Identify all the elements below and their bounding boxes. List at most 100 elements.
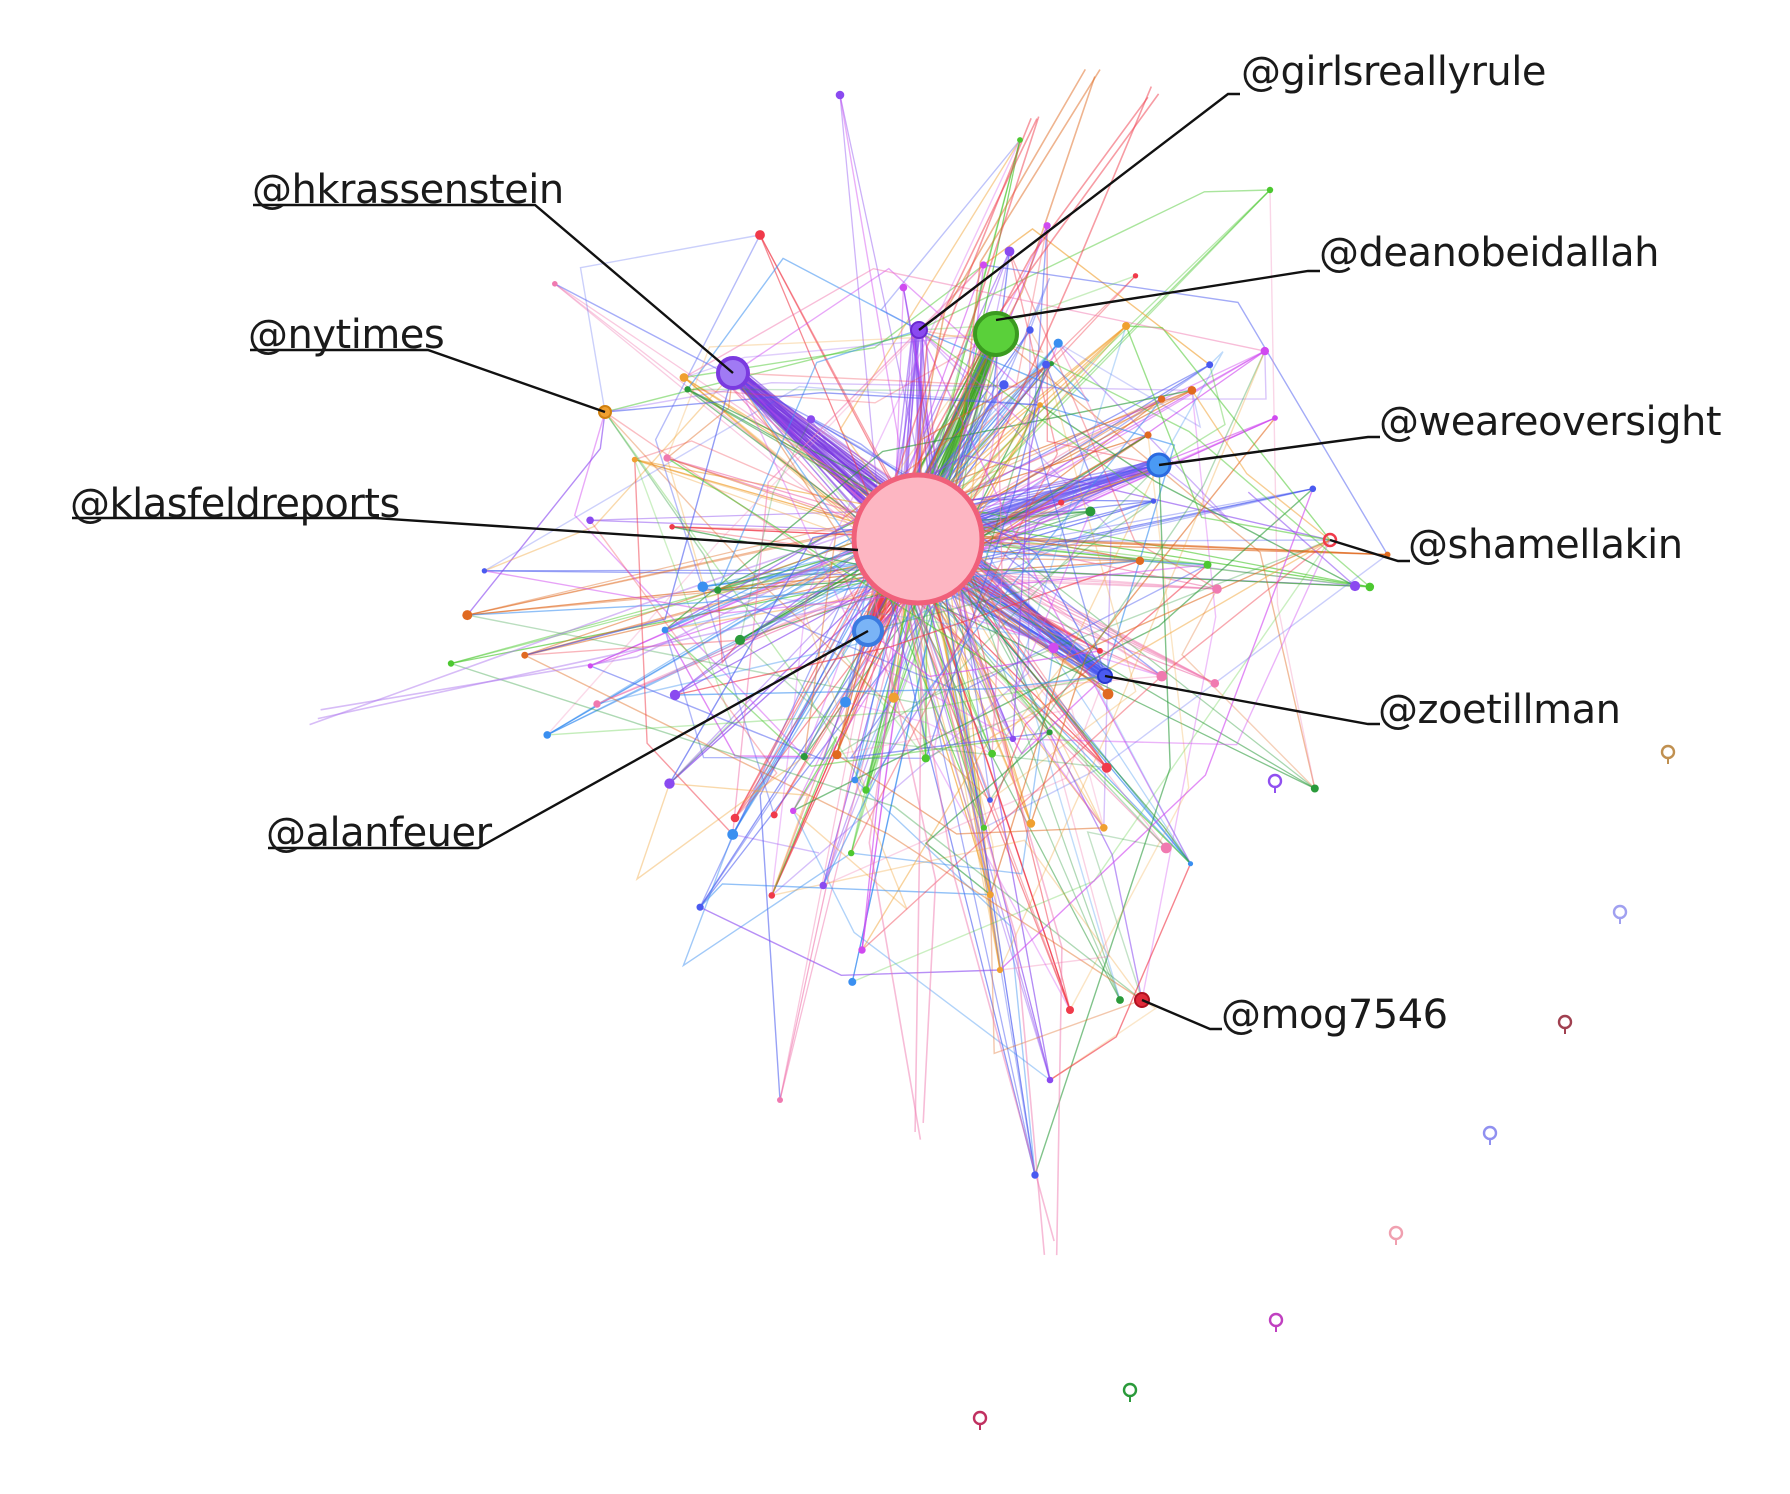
edge <box>467 560 1140 616</box>
edge <box>1010 511 1105 829</box>
node <box>587 663 593 669</box>
edge <box>683 267 1265 379</box>
edge <box>918 189 1271 331</box>
label-nytimes[interactable]: @nytimes <box>248 312 606 414</box>
leader-shamellakin <box>1329 538 1410 563</box>
edge <box>925 533 1388 556</box>
edge <box>1030 417 1276 824</box>
edge <box>918 329 1059 427</box>
edge <box>666 457 884 522</box>
edge-layer <box>309 68 1389 1256</box>
node <box>1004 246 1015 257</box>
isolated-node <box>1268 1312 1284 1332</box>
handle-weareoversight: @weareoversight <box>1379 399 1721 445</box>
node <box>1144 431 1152 439</box>
edge <box>849 697 1050 759</box>
label-hkrassenstein[interactable]: @hkrassenstein <box>252 167 734 374</box>
edge <box>1158 351 1224 466</box>
edge <box>867 630 1101 678</box>
edge <box>1046 225 1160 466</box>
edge <box>596 500 1154 705</box>
edge <box>931 488 1313 573</box>
edge <box>317 598 872 720</box>
edge <box>854 779 1036 1176</box>
edge <box>822 675 1106 887</box>
edge <box>918 189 1271 546</box>
edge <box>951 520 1105 829</box>
node <box>848 849 855 857</box>
node <box>1009 735 1017 742</box>
node <box>1310 784 1319 793</box>
label-shamellakin[interactable]: @shamellakin <box>1329 522 1683 568</box>
label-girlsreallyrule[interactable]: @girlsreallyrule <box>918 49 1547 331</box>
edge <box>915 555 1051 1081</box>
edge <box>1161 351 1267 400</box>
node-shamellakin[interactable] <box>1322 532 1338 548</box>
edge <box>930 417 1276 575</box>
edge <box>604 391 1041 413</box>
edge <box>664 454 1331 631</box>
edge <box>954 576 1032 824</box>
node <box>1203 560 1212 569</box>
label-alanfeuer[interactable]: @alanfeuer <box>266 629 869 856</box>
node <box>462 610 473 621</box>
edge <box>954 505 1192 865</box>
node <box>730 813 740 823</box>
edge <box>779 542 918 1101</box>
isolated-node <box>1267 773 1283 793</box>
node <box>1187 386 1197 395</box>
edge <box>861 539 1331 951</box>
node-klasfeldreports[interactable] <box>851 472 985 606</box>
edge <box>484 569 910 572</box>
leader-nytimes <box>250 348 606 414</box>
edge <box>699 552 939 908</box>
node <box>835 90 845 100</box>
node <box>1100 824 1108 832</box>
edge <box>771 329 1031 896</box>
edge <box>995 333 1371 588</box>
edge <box>954 564 1101 652</box>
node <box>790 807 797 814</box>
edge <box>925 705 1167 849</box>
node <box>734 634 746 646</box>
label-zoetillman[interactable]: @zoetillman <box>1104 674 1621 733</box>
label-deanobeidallah[interactable]: @deanobeidallah <box>995 230 1659 322</box>
edge <box>664 629 926 759</box>
edge <box>554 283 894 512</box>
edge <box>1034 464 1171 1176</box>
edge <box>946 549 1063 1256</box>
edge <box>547 675 1106 736</box>
edge <box>792 563 953 812</box>
edge <box>924 342 1059 505</box>
leader-klasfeldreports <box>72 516 859 552</box>
edge <box>890 511 1046 1255</box>
node <box>664 778 675 789</box>
isolated-node <box>1482 1125 1498 1145</box>
node <box>1049 361 1054 367</box>
label-mog7546[interactable]: @mog7546 <box>1141 992 1448 1038</box>
edge <box>810 418 1331 543</box>
node <box>679 373 689 382</box>
label-klasfeldreports[interactable]: @klasfeldreports <box>70 481 859 552</box>
edge <box>851 647 1055 875</box>
node-deanobeidallah[interactable] <box>973 311 1019 357</box>
edge <box>732 225 1048 388</box>
edge <box>771 839 1143 1001</box>
node <box>986 891 994 899</box>
edge <box>524 464 1160 656</box>
edge <box>1069 434 1190 1011</box>
edge <box>1032 225 1106 677</box>
edge <box>1012 539 1331 746</box>
edge <box>739 418 812 641</box>
edge <box>604 381 1192 413</box>
edge <box>839 94 930 511</box>
leader-mog7546 <box>1141 998 1222 1031</box>
edge <box>546 566 893 736</box>
edge <box>1181 588 1316 789</box>
label-layer: @girlsreallyrule @hkrassenstein @deanobe… <box>70 49 1722 1038</box>
node <box>1058 499 1065 506</box>
edge <box>604 411 867 791</box>
node <box>1210 679 1220 688</box>
node <box>848 977 857 986</box>
label-weareoversight[interactable]: @weareoversight <box>1158 399 1722 467</box>
